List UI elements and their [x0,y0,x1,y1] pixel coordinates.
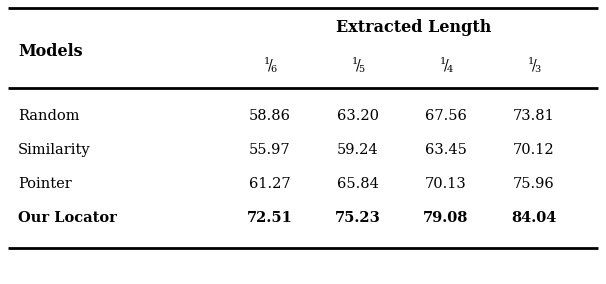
Text: $\mathregular{^1\!/\!_6}$: $\mathregular{^1\!/\!_6}$ [263,55,278,75]
Text: 75.96: 75.96 [513,177,555,191]
Text: Similarity: Similarity [18,143,91,157]
Text: 58.86: 58.86 [249,109,291,123]
Text: Random: Random [18,109,79,123]
Text: 65.84: 65.84 [337,177,379,191]
Text: 61.27: 61.27 [249,177,291,191]
Text: Our Locator: Our Locator [18,211,117,225]
Text: $\mathregular{^1\!/\!_3}$: $\mathregular{^1\!/\!_3}$ [527,55,541,75]
Text: 55.97: 55.97 [249,143,291,157]
Text: Models: Models [18,43,82,60]
Text: 59.24: 59.24 [337,143,379,157]
Text: 70.12: 70.12 [513,143,555,157]
Text: 84.04: 84.04 [511,211,557,225]
Text: 79.08: 79.08 [424,211,468,225]
Text: 73.81: 73.81 [513,109,555,123]
Text: 63.45: 63.45 [425,143,467,157]
Text: $\mathregular{^1\!/\!_5}$: $\mathregular{^1\!/\!_5}$ [351,55,365,75]
Text: 75.23: 75.23 [335,211,381,225]
Text: Extracted Length: Extracted Length [336,20,491,37]
Text: Pointer: Pointer [18,177,72,191]
Text: 72.51: 72.51 [247,211,293,225]
Text: $\mathregular{^1\!/\!_4}$: $\mathregular{^1\!/\!_4}$ [439,55,453,75]
Text: 63.20: 63.20 [337,109,379,123]
Text: 70.13: 70.13 [425,177,467,191]
Text: 67.56: 67.56 [425,109,467,123]
